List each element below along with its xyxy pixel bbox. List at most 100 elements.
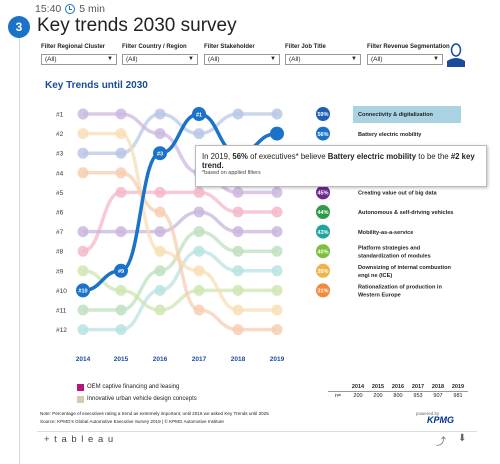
series-point	[77, 128, 89, 140]
highlight-point-label: #1	[196, 112, 202, 118]
page-title: Key trends 2030 survey	[37, 15, 237, 36]
table-corner	[328, 383, 348, 392]
series-point	[232, 245, 244, 257]
legend-label: Innovative urban vehicle design concepts	[87, 396, 197, 402]
share-icon[interactable]: ⤴	[436, 437, 446, 448]
filter-label-jobtitle: Filter Job Title	[285, 44, 326, 50]
series-point	[271, 226, 283, 238]
y-tick-label: #6	[56, 210, 64, 217]
table-header: 2014	[348, 383, 368, 392]
trend-label: Connectivity & digitalization	[358, 112, 433, 118]
series-point	[271, 245, 283, 257]
pct-label: 31%	[317, 289, 328, 295]
table-header: 2016	[388, 383, 408, 392]
filter-select-jobtitle[interactable]: (All) ▼	[285, 54, 361, 65]
series-point	[154, 265, 166, 277]
filter-label-revenue: Filter Revenue Segmentation	[367, 44, 450, 50]
highlight-series-point	[270, 126, 284, 141]
tableau-logo[interactable]: + t a b l e a u	[44, 434, 115, 445]
series-point	[115, 186, 127, 198]
series-point	[232, 304, 244, 316]
x-tick-label: 2015	[114, 356, 129, 363]
tableau-toolbar	[37, 431, 477, 447]
series-line	[82, 210, 277, 234]
pct-label: 43%	[317, 230, 328, 236]
source-text: Source: KPMG's Global Automotive Executi…	[40, 419, 224, 424]
trend-label: Western Europe	[358, 293, 401, 299]
pct-bubble	[316, 185, 330, 200]
trend-label: Battery electric mobility	[358, 132, 422, 138]
table-cell: 800	[393, 393, 403, 399]
pct-label: 59%	[317, 112, 328, 118]
filter-label-region: Filter Regional Cluster	[41, 44, 106, 50]
series-point	[271, 265, 283, 277]
filter-label-country: Filter Country / Region	[122, 44, 187, 50]
trend-label: Autonomous & self-driving vehicles	[358, 210, 453, 216]
highlight-point-label: #3	[157, 152, 163, 158]
filter-select-region[interactable]: (All) ▼	[41, 54, 117, 65]
y-tick-label: #12	[56, 327, 67, 334]
legend-label: OEM captive financing and leasing	[87, 384, 180, 390]
series-point	[115, 108, 127, 120]
series-point	[154, 186, 166, 198]
series-point	[77, 265, 89, 277]
filter-select-revenue[interactable]: (All) ▼	[367, 54, 443, 65]
series-point	[154, 304, 166, 316]
sample-size-table: 2014 2015 2016 2017 2018 2019 n= 200 200…	[328, 383, 468, 400]
pct-bubble	[316, 224, 330, 239]
pct-bubble	[316, 283, 330, 298]
series-point	[115, 304, 127, 316]
series-point	[154, 284, 166, 296]
series-point	[77, 108, 89, 120]
time-label: 15:40	[35, 3, 62, 15]
series-point	[193, 226, 205, 238]
table-cell: 200	[353, 393, 363, 399]
pct-label: 35%	[317, 269, 328, 275]
pct-bubble	[316, 244, 330, 259]
step-number-badge: 3	[8, 16, 30, 38]
kpmg-logo: KPMG	[427, 415, 454, 425]
series-point	[115, 128, 127, 140]
person-icon[interactable]	[445, 42, 467, 68]
series-point	[271, 186, 283, 198]
series-line	[82, 269, 277, 312]
pct-bubble	[316, 205, 330, 219]
trend-label: Creating value out of big data	[358, 191, 438, 197]
x-tick-label: 2016	[153, 356, 168, 363]
filter-select-stakeholder[interactable]: (All) ▼	[204, 54, 280, 65]
series-point	[77, 304, 89, 316]
series-point	[115, 324, 127, 336]
filter-value: (All)	[126, 56, 138, 63]
series-point	[115, 226, 127, 238]
series-point	[193, 304, 205, 316]
filter-value: (All)	[208, 56, 220, 63]
chevron-down-icon: ▼	[107, 56, 113, 62]
highlight-series-point	[114, 263, 128, 278]
chevron-down-icon: ▼	[433, 56, 439, 62]
series-point	[77, 147, 89, 159]
pct-label: 44%	[317, 210, 328, 216]
filter-select-country[interactable]: (All) ▼	[122, 54, 198, 65]
series-point	[232, 108, 244, 120]
y-tick-label: #3	[56, 151, 64, 158]
series-point	[232, 324, 244, 336]
table-cell: 200	[373, 393, 383, 399]
series-point	[232, 186, 244, 198]
step-rail	[19, 34, 20, 464]
series-point	[154, 108, 166, 120]
x-tick-label: 2017	[192, 356, 207, 363]
series-point	[193, 265, 205, 277]
download-icon[interactable]: ⬇	[458, 433, 467, 444]
series-point	[193, 245, 205, 257]
y-tick-label: #10	[56, 288, 67, 295]
y-tick-label: #4	[56, 170, 64, 177]
tooltip-footnote: *based on applied filters	[202, 170, 261, 176]
table-header: 2018	[428, 383, 448, 392]
series-point	[154, 226, 166, 238]
filter-value: (All)	[45, 56, 57, 63]
series-point	[232, 226, 244, 238]
y-tick-label: #5	[56, 190, 64, 197]
pct-bubble	[316, 107, 330, 121]
series-point	[232, 206, 244, 218]
trend-label: Downsizing of internal combustion	[358, 265, 452, 271]
